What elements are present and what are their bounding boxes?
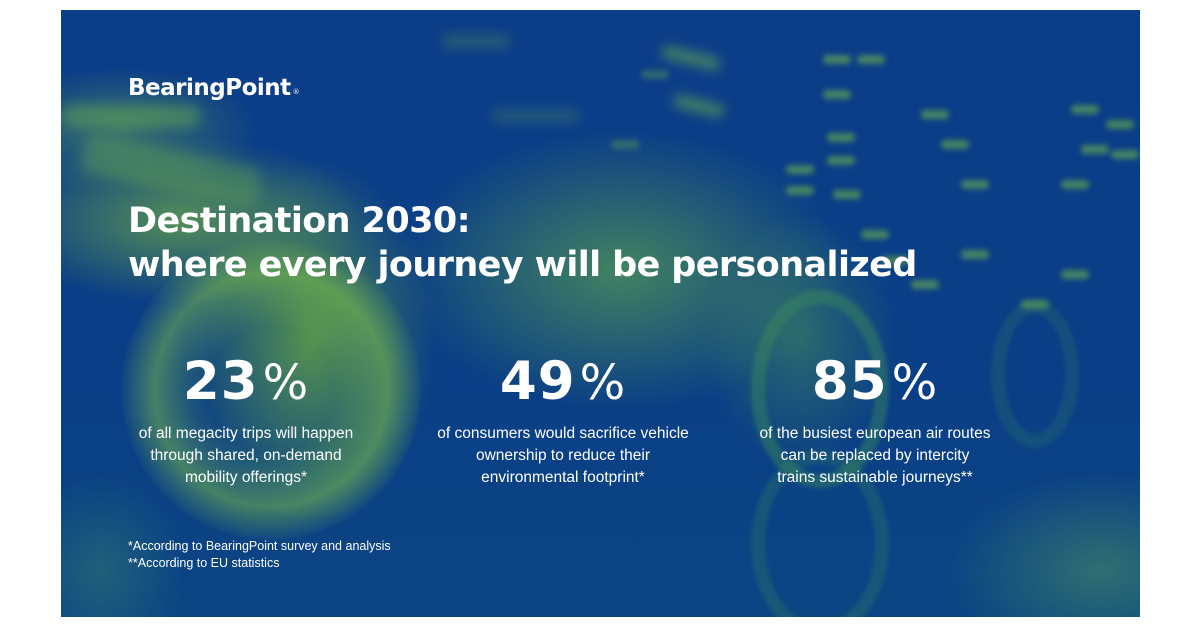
footnote-survey: *According to BearingPoint survey and an… (128, 539, 391, 553)
percent-sign: % (579, 355, 627, 411)
stat-desc-line: trains sustainable journeys** (777, 469, 973, 486)
stat-desc-line: of all megacity trips will happen (138, 425, 354, 442)
stat-description: of all megacity trips will happen throug… (96, 423, 396, 489)
stat-desc-line: environmental footprint* (481, 469, 645, 486)
headline-line-2: where every journey will be personalized (128, 245, 917, 285)
registered-mark-icon: ® (292, 88, 300, 96)
stat-value: 85% (725, 353, 1025, 413)
stat-block-air-routes: 85% of the busiest european air routes c… (725, 353, 1025, 489)
stat-desc-line: of consumers would sacrifice vehicle (437, 425, 689, 442)
promo-banner: BearingPoint ® Destination 2030: where ev… (61, 10, 1140, 617)
stat-number: 49 (499, 351, 576, 412)
stat-description: of consumers would sacrifice vehicle own… (413, 423, 713, 489)
stat-number: 23 (182, 351, 259, 412)
stat-value: 49% (413, 353, 713, 413)
background-cityscape (61, 10, 1140, 617)
stat-desc-line: can be replaced by intercity (780, 447, 970, 464)
stat-desc-line: of the busiest european air routes (759, 425, 991, 442)
footnote-eu-statistics: **According to EU statistics (128, 556, 280, 570)
bearingpoint-logo: BearingPoint ® (128, 75, 300, 101)
percent-sign: % (891, 355, 939, 411)
stat-value: 23% (96, 353, 396, 413)
stat-desc-line: ownership to reduce their (475, 447, 651, 464)
footnotes: *According to BearingPoint survey and an… (128, 538, 391, 572)
stat-desc-line: through shared, on-demand (150, 447, 342, 464)
stat-description: of the busiest european air routes can b… (725, 423, 1025, 489)
page-title: Destination 2030: where every journey wi… (128, 199, 917, 287)
stat-block-vehicle-ownership: 49% of consumers would sacrifice vehicle… (413, 353, 713, 489)
percent-sign: % (262, 355, 310, 411)
stat-block-megacity-trips: 23% of all megacity trips will happen th… (96, 353, 396, 489)
background-image (61, 10, 1140, 617)
logo-text: BearingPoint (128, 75, 291, 101)
stat-number: 85 (811, 351, 888, 412)
stat-desc-line: mobility offerings* (184, 469, 308, 486)
headline-line-1: Destination 2030: (128, 201, 471, 241)
